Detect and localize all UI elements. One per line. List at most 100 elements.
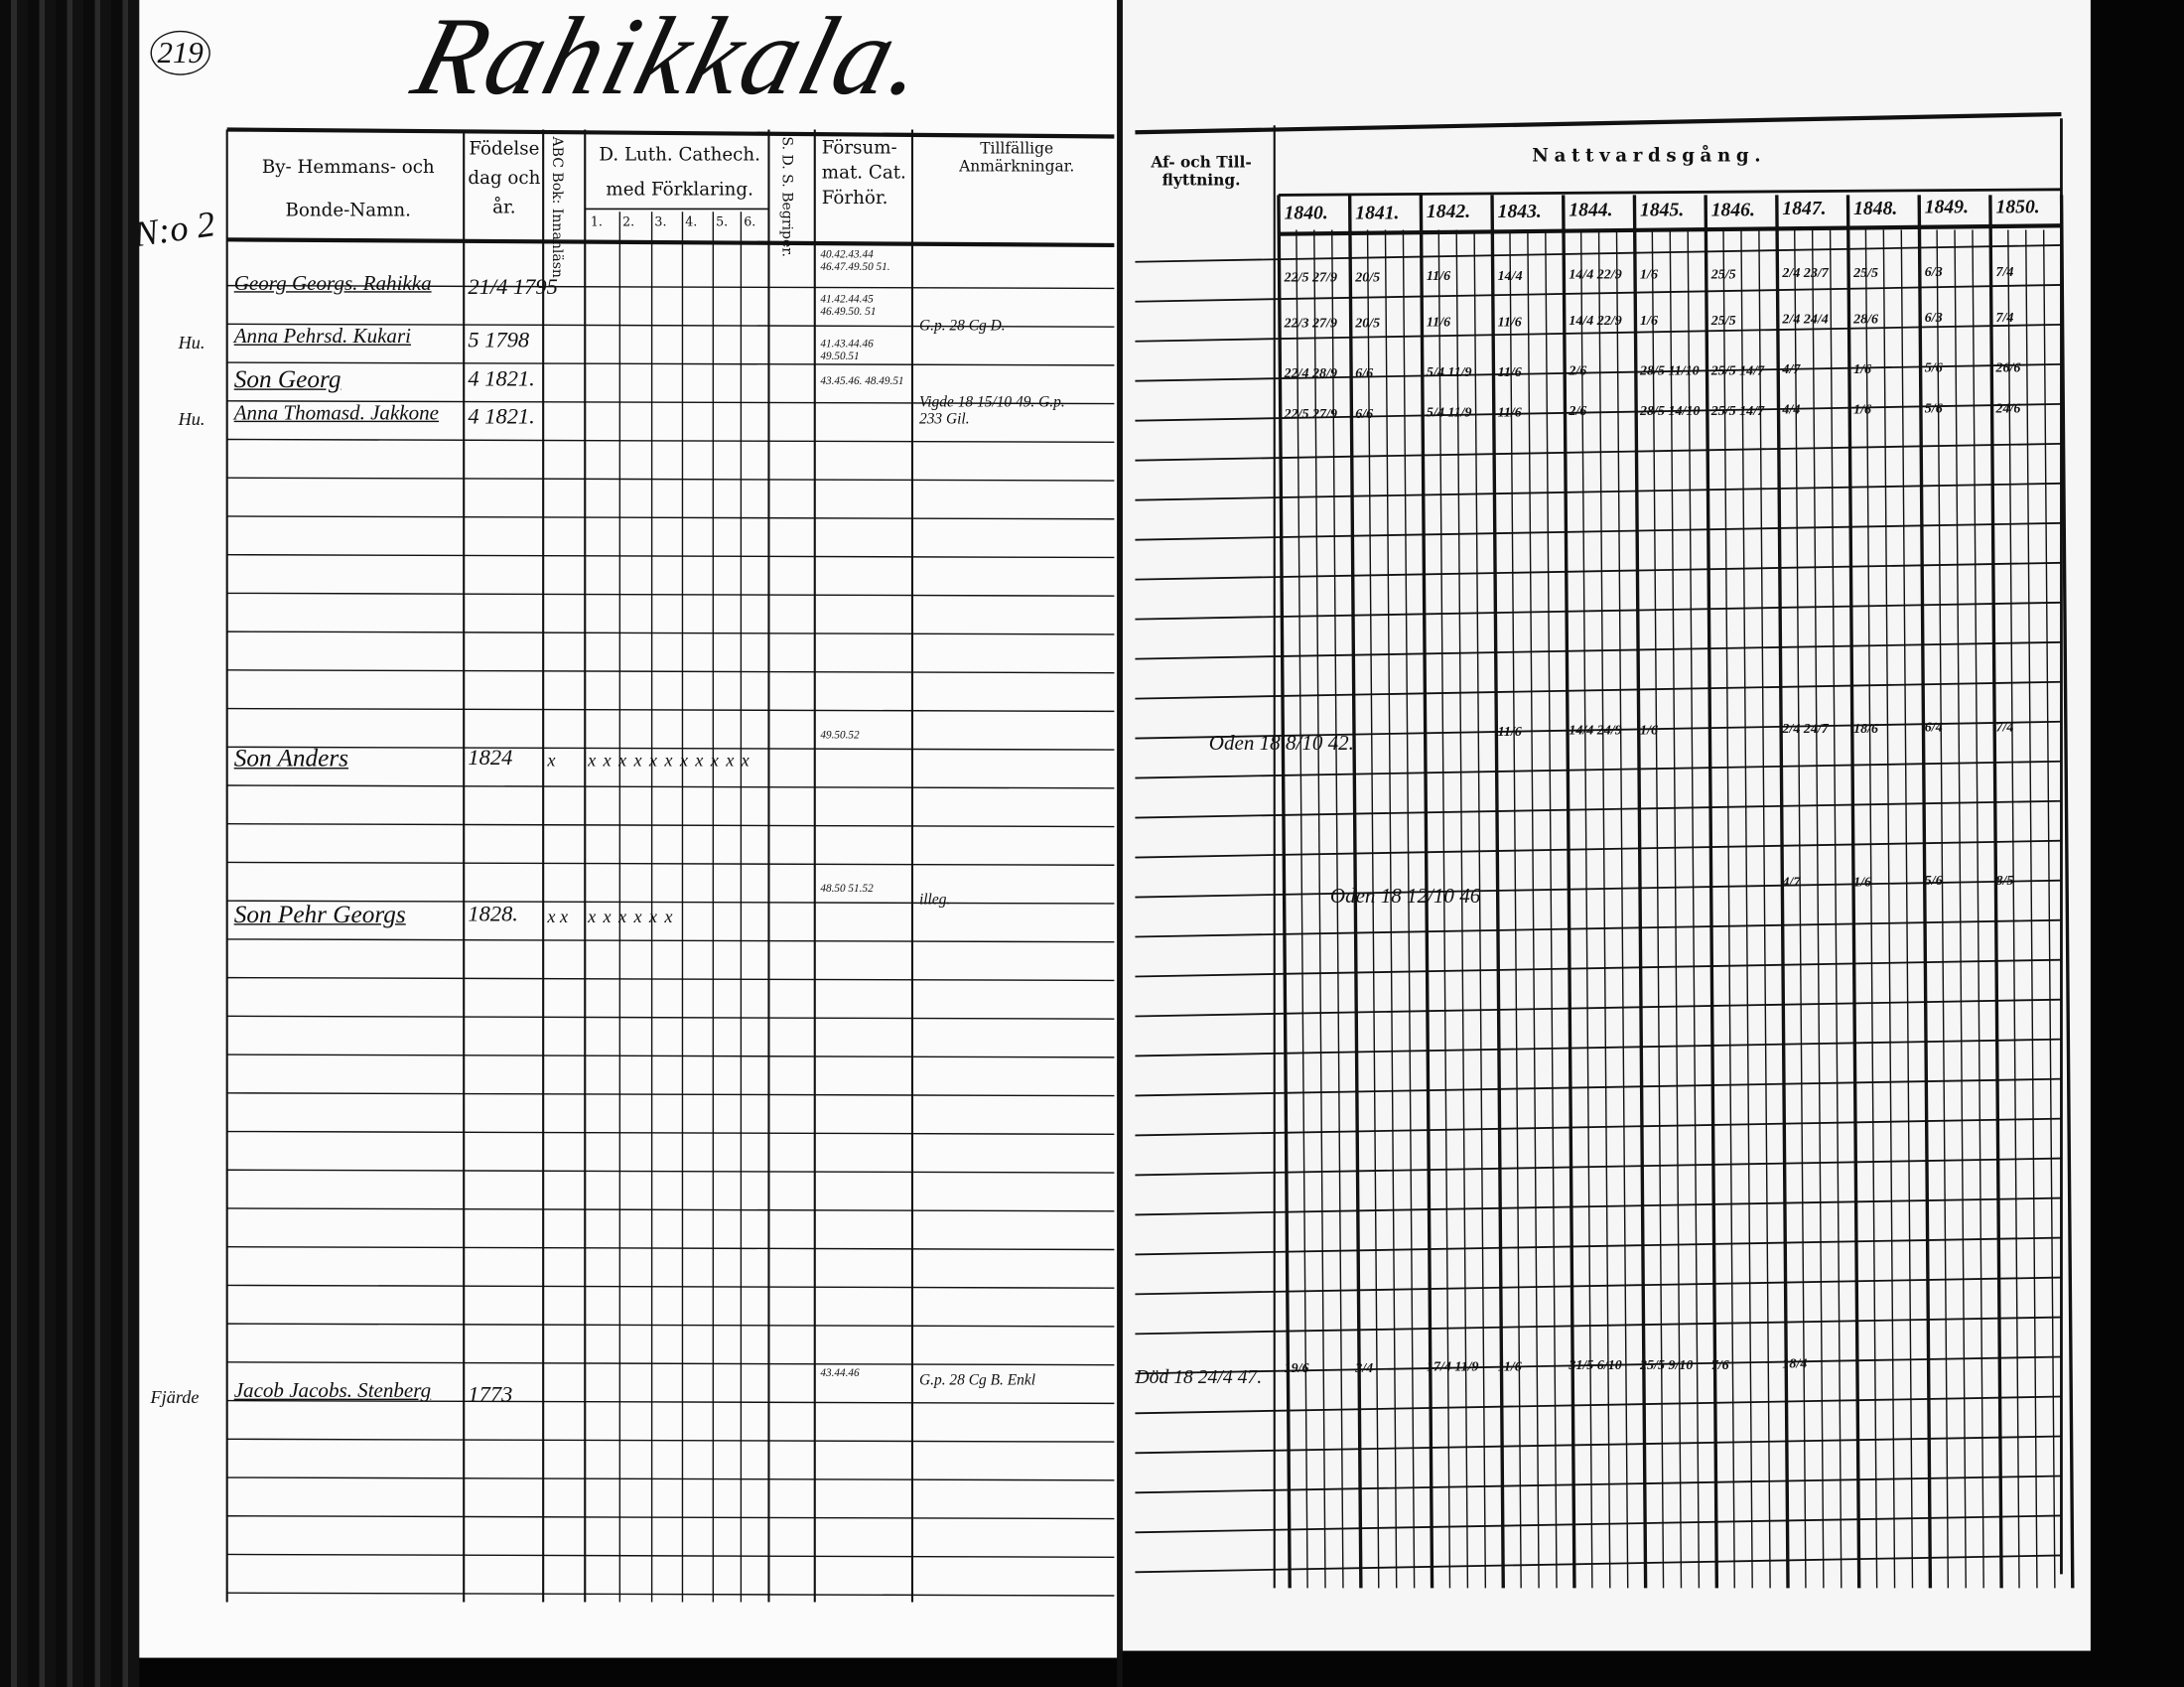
row-rule xyxy=(1135,601,2062,621)
header-notes: Tillfällige Anmärkningar. xyxy=(959,139,1075,177)
header-birth: Födelse dag och år. xyxy=(468,139,541,218)
person-name: Anna Pehrsd. Kukari xyxy=(233,326,411,349)
communion-date: 14/4 24/9 xyxy=(1569,723,1622,740)
catechism-col-5: 5. xyxy=(716,215,729,230)
communion-date: 20/5 xyxy=(1355,269,1381,286)
subcolumn-rule xyxy=(1437,229,1451,1589)
person-role: Hu. xyxy=(178,331,205,352)
row-rule xyxy=(226,1476,1115,1481)
row-rule xyxy=(226,1054,1115,1058)
row-rule xyxy=(226,553,1115,559)
communion-date: 28/5 14/10 xyxy=(1640,403,1701,420)
missed-examinations: 41.43.44.46 49.50.51 xyxy=(820,337,874,362)
catechism-col-4: 4. xyxy=(685,215,698,230)
row-rule xyxy=(226,592,1115,597)
communion-date: 11/6 xyxy=(1497,1359,1522,1375)
communion-date: 26/6 xyxy=(1995,360,2021,376)
communion-date: 1/6 xyxy=(1853,402,1872,418)
subcolumn-rule xyxy=(1509,229,1522,1589)
year-column-rule xyxy=(1775,195,1790,1589)
year-column-rule xyxy=(1917,195,1933,1589)
year-column-rule xyxy=(1490,195,1505,1589)
row-rule xyxy=(226,1515,1115,1520)
remarks: illeg. xyxy=(918,891,951,909)
row-rule xyxy=(1135,1236,2062,1256)
row-rule xyxy=(1135,402,2062,422)
person-name: Jacob Jacobs. Stenberg xyxy=(233,1380,432,1403)
communion-date: 20/5 xyxy=(1355,315,1381,332)
communion-date: 25/5 14/7 xyxy=(1710,362,1765,379)
abc-marks: x x xyxy=(547,905,569,926)
year-header-bottom-rule xyxy=(1278,223,2062,236)
subcolumn-rule xyxy=(1936,229,1950,1589)
missed-examinations: 43.45.46. 48.49.51 xyxy=(820,374,904,388)
communion-date: 2/4 23/7 xyxy=(1782,266,1829,282)
year-column-rule xyxy=(1704,195,1719,1589)
row-rule xyxy=(1135,1355,2062,1375)
row-rule xyxy=(226,1323,1115,1328)
row-rule xyxy=(226,1361,1115,1366)
row-rule xyxy=(226,323,1115,328)
communion-date: 6/3 xyxy=(1924,311,1943,327)
communion-date: 7/4 xyxy=(1995,720,2014,736)
row-rule xyxy=(1135,958,2062,978)
communion-date: 5/4 11/9 xyxy=(1426,405,1472,421)
row-rule xyxy=(226,1438,1115,1443)
communion-date: 14/4 xyxy=(1497,268,1523,284)
header-catechism: D. Luth. Cathech. med Förklaring. xyxy=(599,144,760,201)
communion-date: 6/3 xyxy=(1924,265,1943,281)
communion-date: 7/4 xyxy=(1995,310,2014,327)
year-header: 1843. xyxy=(1497,202,1542,223)
person-name: Georg Georgs. Rahikka xyxy=(233,272,432,296)
header-communion: Nattvardsgång. xyxy=(1532,146,1767,168)
communion-date: 4/4 xyxy=(1782,402,1801,419)
subcolumn-rule xyxy=(1722,229,1735,1589)
birth-date: 1824 xyxy=(468,747,513,771)
row-rule xyxy=(1135,1514,2062,1534)
birth-date: 1828. xyxy=(468,903,518,926)
move-record: Oden 18 12/10 46 xyxy=(1329,886,1481,909)
row-rule xyxy=(1135,1077,2062,1097)
subcolumn-rule xyxy=(1954,229,1967,1589)
birth-date: 4 1821. xyxy=(468,367,535,392)
missed-examinations: 41.42.44.45 46.49.50. 51 xyxy=(820,292,877,318)
header-top-rule xyxy=(1135,111,2062,135)
subcolumn-rule xyxy=(2042,229,2056,1589)
subcolumn-rule xyxy=(1473,229,1487,1589)
row-rule xyxy=(1135,1157,2062,1177)
subcolumn-rule xyxy=(1811,229,1825,1589)
header-moves: Af- och Till-flyttning. xyxy=(1151,153,1252,191)
person-name: Son Pehr Georgs xyxy=(233,900,406,928)
communion-date: 6/6 xyxy=(1355,365,1374,381)
subcolumn-rule xyxy=(1651,229,1665,1589)
communion-date: 2/4 24/4 xyxy=(1782,312,1829,328)
remarks: Vigde 18 15/10 49. G.p. 233 Gil. xyxy=(918,394,1065,428)
row-rule xyxy=(1135,1117,2062,1137)
header-sds: S. D. S. Begriper. xyxy=(778,136,794,257)
row-rule xyxy=(226,900,1115,905)
communion-date: 1/6 xyxy=(1640,723,1658,739)
row-rule xyxy=(1135,561,2062,581)
header-missed: Försum-mat. Cat. Förhör. xyxy=(821,137,906,210)
communion-date: 5/6 xyxy=(1924,360,1943,377)
communion-date: 7/4 xyxy=(1995,264,2014,281)
row-rule xyxy=(1135,442,2062,462)
row-rule xyxy=(1135,244,2062,263)
row-rule xyxy=(226,400,1115,405)
row-rule xyxy=(1135,720,2062,740)
communion-date: 8/5 xyxy=(1995,873,2014,890)
row-rule xyxy=(226,1592,1115,1597)
birth-date: 5 1798 xyxy=(468,329,530,352)
communion-date: 25/5 14/7 xyxy=(1710,403,1765,419)
communion-date: 1/6 xyxy=(1853,361,1872,377)
page-number: 219 xyxy=(150,30,210,75)
communion-date: 6/4 xyxy=(1924,720,1943,737)
row-rule xyxy=(1135,1038,2062,1057)
row-rule xyxy=(226,477,1115,482)
subcolumn-rule xyxy=(1864,229,1878,1589)
row-rule xyxy=(1135,284,2062,303)
catechism-col-1: 1. xyxy=(590,215,603,230)
subcolumn-rule xyxy=(1455,229,1469,1589)
row-rule xyxy=(226,938,1115,943)
